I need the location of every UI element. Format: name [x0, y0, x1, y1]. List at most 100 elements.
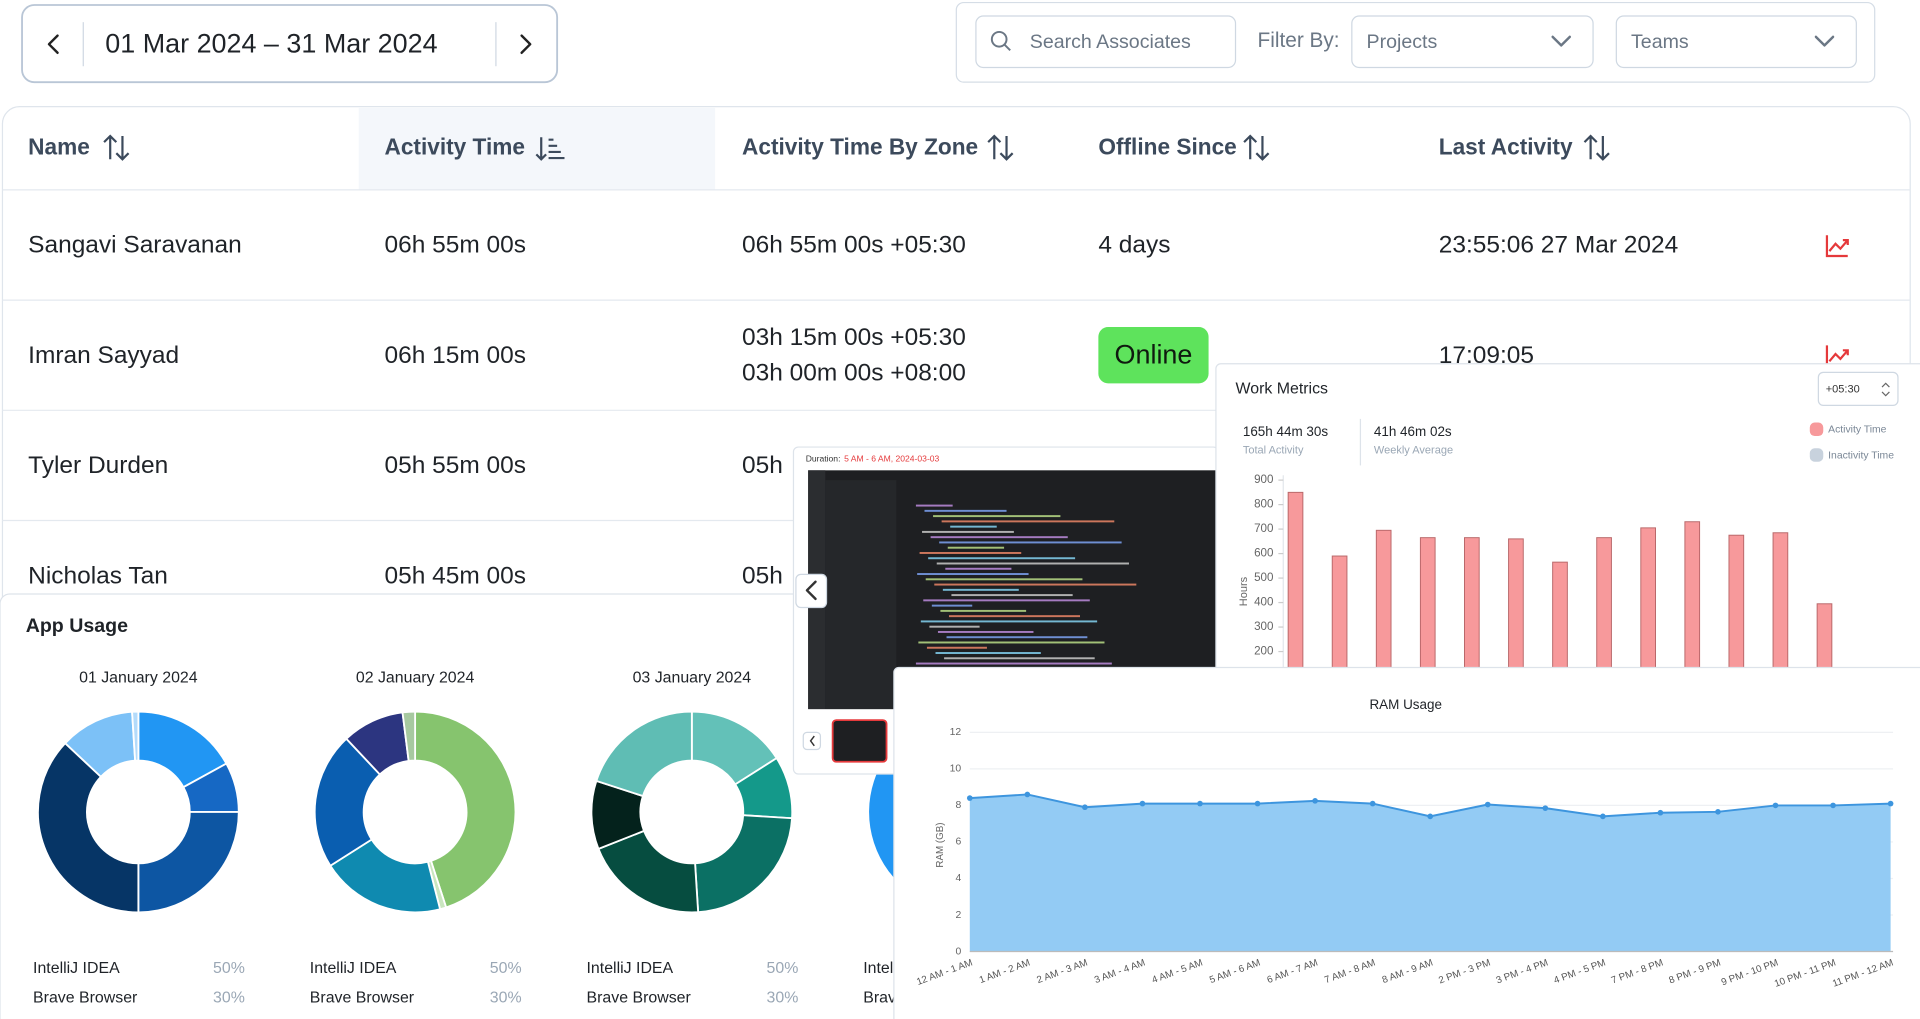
code-line	[923, 599, 1090, 602]
zone-time: 06h 55m 00s +05:30	[742, 232, 966, 259]
legend-percent: 30%	[767, 989, 799, 1006]
column-header[interactable]: Last Activity	[1439, 133, 1573, 159]
ram-point	[1369, 800, 1376, 807]
code-line	[930, 536, 1068, 539]
ram-point	[1542, 805, 1549, 811]
donut-segment	[694, 814, 794, 914]
column-header[interactable]: Activity Time By Zone	[742, 133, 978, 159]
donut-segment	[313, 737, 382, 868]
code-line	[933, 515, 1061, 518]
ram-point	[1139, 800, 1146, 807]
ram-point	[966, 795, 973, 801]
legend-label: Activity Time	[1828, 425, 1887, 436]
code-line	[915, 504, 953, 507]
code-line	[922, 530, 1014, 533]
prev-button[interactable]	[24, 7, 83, 79]
code-line	[928, 557, 1076, 560]
status-label: Online	[1115, 340, 1193, 370]
sort-icon	[1243, 134, 1270, 161]
code-line	[918, 641, 1105, 644]
sort-icon	[987, 134, 1014, 161]
code-line	[945, 567, 1012, 570]
sorted-column-bg	[358, 107, 716, 190]
associate-name: Nicholas Tan	[28, 562, 168, 589]
dropdown[interactable]	[1351, 15, 1594, 69]
code-line	[950, 525, 997, 528]
associate-name: Imran Sayyad	[28, 342, 179, 369]
duration: Duration: 5 AM - 6 AM, 2024-03-03	[806, 454, 940, 464]
stat-value: 165h 44m 30s	[1243, 424, 1329, 439]
column-header[interactable]: Activity Time	[384, 133, 525, 159]
column-header[interactable]: Name	[28, 133, 90, 159]
code-line	[931, 604, 973, 607]
code-line	[936, 562, 1129, 565]
next-button[interactable]	[496, 7, 555, 79]
legend-percent: 30%	[213, 989, 245, 1006]
y-tick-label: 500	[1254, 571, 1274, 584]
y-tick-label: 900	[1254, 473, 1274, 486]
dropdown-label: Teams	[1631, 31, 1689, 53]
y-axis-label: Hours	[1238, 576, 1250, 606]
thumbnail[interactable]	[831, 719, 888, 763]
legend-name: Brave Browser	[587, 989, 692, 1006]
ram-point	[1657, 809, 1664, 816]
chevron-icon	[805, 580, 817, 601]
y-tick-label: 10	[950, 764, 962, 775]
code-line	[937, 630, 1034, 633]
column-header[interactable]: Offline Since	[1098, 133, 1236, 159]
code-line	[929, 625, 980, 628]
code-line	[948, 615, 1080, 618]
code-line	[917, 573, 1029, 576]
y-tick-label: 700	[1254, 522, 1274, 535]
sort-icon	[103, 134, 130, 161]
code-line	[934, 583, 1137, 586]
donut-segment	[131, 710, 140, 762]
ram-point	[1600, 813, 1606, 820]
stat-label: Weekly Average	[1374, 445, 1453, 457]
timezone-select[interactable]	[1817, 371, 1899, 407]
search-input[interactable]	[975, 15, 1237, 69]
chevron-icon	[47, 34, 59, 54]
donut-title: 02 January 2024	[356, 670, 475, 687]
filter-label: Filter By:	[1258, 29, 1340, 52]
ram-point	[1197, 800, 1203, 807]
chevron-icon	[809, 735, 815, 747]
ram-point	[1484, 801, 1491, 808]
donut-segment	[329, 838, 442, 914]
ram-point	[1715, 808, 1721, 815]
legend-label: Inactivity Time	[1828, 450, 1894, 461]
y-tick-label: 600	[1254, 547, 1274, 560]
zone-time: 03h 00m 00s +08:00	[742, 360, 966, 387]
dropdown[interactable]	[1615, 15, 1857, 69]
y-tick-label: 6	[955, 837, 961, 848]
work-metrics-panel	[1215, 363, 1920, 696]
prev-shot-button[interactable]	[795, 573, 828, 609]
y-tick-label: 8	[955, 800, 961, 811]
y-tick-label: 800	[1254, 498, 1274, 511]
search-placeholder: Search Associates	[1030, 31, 1191, 53]
chevron-icon	[520, 34, 532, 54]
activity-time: 05h 45m 00s	[384, 562, 525, 589]
code-line	[924, 509, 1007, 512]
code-line	[925, 578, 1083, 581]
code-line	[947, 546, 1005, 549]
ram-point	[1082, 804, 1088, 811]
y-tick-label: 0	[955, 946, 961, 957]
chart-title: Work Metrics	[1236, 381, 1329, 398]
legend-percent: 50%	[767, 960, 799, 977]
sort-icon	[535, 137, 565, 161]
editor-explorer	[825, 480, 897, 710]
donut-segment	[401, 710, 417, 762]
legend-name: Brave Browser	[310, 989, 415, 1006]
code-line	[940, 609, 1027, 612]
legend-percent: 50%	[490, 960, 522, 977]
sort-icon	[1583, 134, 1610, 161]
date-range: 01 Mar 2024 – 31 Mar 2024	[105, 29, 437, 59]
code-line	[944, 657, 1095, 660]
activity-time: 06h 55m 00s	[384, 232, 525, 259]
search-icon	[1004, 44, 1011, 52]
trend-icon[interactable]	[1825, 235, 1849, 258]
thumb-prev[interactable]	[802, 731, 822, 751]
chart-title: RAM Usage	[1369, 697, 1442, 712]
stat-value: 41h 46m 02s	[1374, 424, 1452, 439]
